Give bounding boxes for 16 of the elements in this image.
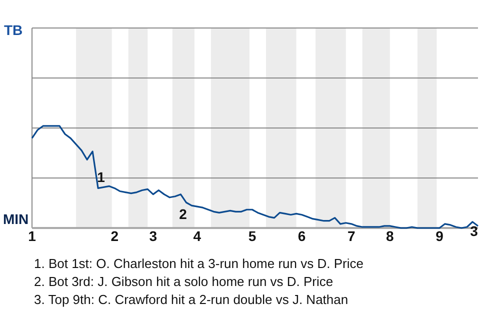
text: TB: [4, 22, 23, 38]
x-tick-label: 9: [436, 228, 444, 244]
x-tick-label: 4: [193, 228, 202, 244]
text: 2. Bot 3rd: J. Gibson hit a solo home run vs D. Price: [34, 274, 334, 289]
x-tick-label: 1: [28, 228, 36, 244]
text: MIN: [3, 211, 29, 227]
x-tick-label: 6: [298, 228, 306, 244]
annotation: 1: [97, 168, 106, 185]
x-tick-label: 3: [149, 228, 158, 244]
x-tick-label: 7: [347, 228, 356, 244]
text: 3. Top 9th: C. Crawford hit a 2-run double vs J. Nathan: [34, 292, 348, 307]
x-tick-label: 2: [110, 228, 119, 244]
annotation: 2: [179, 206, 188, 222]
x-tick-label: 5: [248, 228, 256, 244]
x-tick-label: 8: [386, 228, 394, 244]
text: 1. Bot 1st: O. Charleston hit a 3-run home run vs D. Price: [34, 256, 364, 271]
